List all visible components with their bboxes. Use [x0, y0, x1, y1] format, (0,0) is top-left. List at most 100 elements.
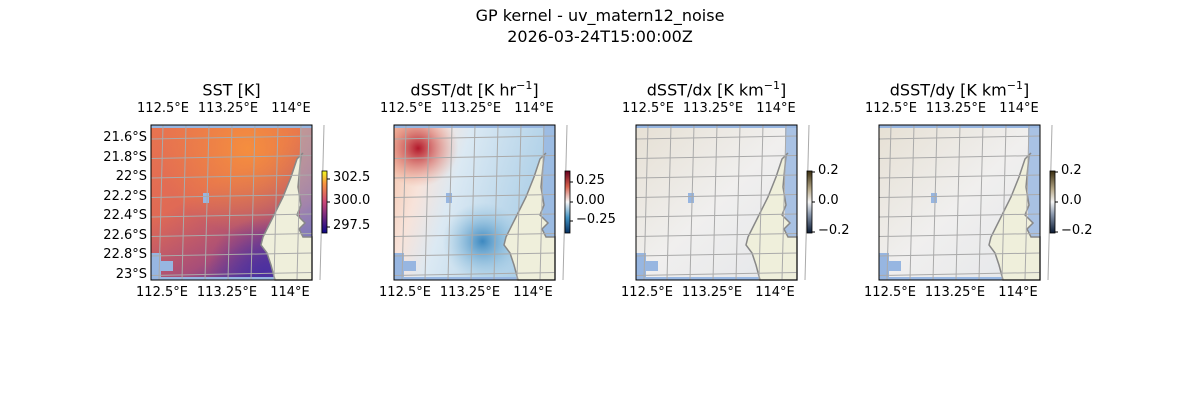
- masked-pixels: [1028, 125, 1040, 245]
- gridline-lat: [635, 252, 798, 257]
- gridline-lat: [878, 272, 1041, 276]
- lon-tick-top: 113.25°E: [197, 101, 259, 116]
- colorbar-tick-label: 297.5: [333, 218, 371, 233]
- masked-pixels: [646, 261, 658, 271]
- gridline-lon: [781, 124, 787, 281]
- masked-pixels: [394, 277, 555, 280]
- colorbar-tick-label: −0.2: [818, 223, 850, 238]
- masked-pixels: [688, 193, 694, 203]
- gridline-lat: [150, 174, 313, 179]
- gridline-lon: [296, 124, 302, 281]
- lat-tick: 22.4°S: [103, 208, 147, 223]
- lon-tick-bottom: 114°E: [755, 285, 795, 300]
- gridline-lat: [878, 174, 1041, 179]
- colorbar-tick-label: 0.25: [576, 173, 605, 188]
- gridline-lat: [878, 155, 1041, 159]
- figure-title: GP kernel - uv_matern12_noise: [475, 6, 725, 25]
- gridline-lon: [689, 124, 695, 281]
- gridline-lat: [635, 213, 798, 218]
- gridline-lat: [150, 213, 313, 218]
- figure-subtitle: 2026-03-24T15:00:00Z: [507, 27, 693, 46]
- gridline-lat: [635, 155, 798, 159]
- map-panel-3: [635, 124, 810, 281]
- colorbar-tick-label: −0.25: [576, 212, 616, 227]
- colorbar-tick-label: 0.0: [818, 193, 839, 208]
- gridline-lon: [401, 124, 407, 281]
- panel-title: dSST/dx [K km−1]: [597, 79, 837, 99]
- masked-pixels: [543, 125, 555, 245]
- panel-title-end: ]: [779, 80, 787, 100]
- gridline-lon: [424, 124, 430, 281]
- colorbar-tick-label: 0.0: [1061, 193, 1082, 208]
- gridline-lat: [635, 174, 798, 179]
- colorbar-tick-label: −0.2: [1061, 223, 1093, 238]
- masked-pixels: [879, 253, 889, 280]
- lon-tick-bottom: 113.25°E: [196, 285, 258, 300]
- lon-tick-top: 112.5°E: [380, 101, 432, 116]
- gridline-lat: [393, 174, 556, 179]
- gridline-lon: [158, 124, 164, 281]
- colorbar-4: [1049, 170, 1056, 234]
- gridline-lon: [1024, 124, 1030, 281]
- lat-tick: 22.2°S: [103, 188, 147, 204]
- gridline-lon: [204, 124, 210, 281]
- lat-tick: 22.6°S: [103, 227, 147, 243]
- colorbar-1: [321, 170, 328, 234]
- panel-title-text: SST [K]: [202, 80, 261, 100]
- masked-pixels: [636, 253, 646, 280]
- lon-tick-top: 113.25°E: [925, 101, 987, 116]
- masked-pixels: [785, 125, 797, 245]
- masked-pixels: [636, 277, 797, 280]
- panel-title: dSST/dt [K hr−1]: [355, 79, 595, 99]
- gridline-lon: [643, 124, 649, 281]
- colorbar-2: [564, 170, 571, 234]
- gridline-lon: [909, 124, 915, 281]
- panel-title-exponent: −1: [1006, 79, 1023, 92]
- lat-tick: 21.6°S: [103, 130, 147, 145]
- gridline-lat: [393, 155, 556, 159]
- gridline-lon: [539, 124, 545, 281]
- axes-frame: [150, 124, 313, 281]
- gridline-lat: [393, 194, 556, 198]
- map-panel-1: [150, 124, 325, 281]
- lon-tick-top: 112.5°E: [622, 101, 674, 116]
- masked-pixels: [394, 253, 404, 280]
- colorbar-tick-label: 0.2: [818, 163, 839, 178]
- gridline-lat: [635, 272, 798, 276]
- lon-tick-top: 114°E: [999, 101, 1039, 116]
- lat-tick: 22.8°S: [103, 247, 147, 262]
- colorbar-tick-label: 0.2: [1061, 163, 1082, 178]
- colorbar-tick-label: 302.5: [333, 170, 371, 185]
- lat-tick: 22°S: [115, 169, 147, 184]
- colorbar-3: [806, 170, 813, 234]
- gridline-lat: [393, 272, 556, 276]
- gridline-lat: [635, 233, 798, 237]
- gridline-lat: [635, 194, 798, 198]
- masked-pixels: [151, 277, 312, 280]
- gridline-lon: [181, 124, 187, 281]
- gridline-lon: [886, 124, 892, 281]
- gridline-lat: [393, 213, 556, 218]
- masked-pixels: [879, 277, 1040, 280]
- gridline-lon: [666, 124, 672, 281]
- gridline-lat: [878, 135, 1041, 140]
- gridline-lat: [635, 135, 798, 140]
- gridline-lat: [150, 194, 313, 198]
- gridline-lat: [878, 213, 1041, 218]
- lon-tick-bottom: 112.5°E: [621, 285, 673, 300]
- lon-tick-bottom: 112.5°E: [864, 285, 916, 300]
- masked-pixels: [151, 253, 161, 280]
- panel-title-exponent: −1: [763, 79, 780, 92]
- lon-tick-bottom: 114°E: [998, 285, 1038, 300]
- map-panel-2: [393, 124, 568, 281]
- lon-tick-top: 112.5°E: [137, 101, 189, 116]
- lon-tick-top: 114°E: [514, 101, 554, 116]
- panel-title-exponent: −1: [516, 79, 533, 92]
- gridline-lon: [447, 124, 453, 281]
- lon-tick-bottom: 114°E: [513, 285, 553, 300]
- lon-tick-bottom: 112.5°E: [136, 285, 188, 300]
- gridline-lat: [393, 233, 556, 237]
- axes-frame: [635, 124, 798, 281]
- gridline-lat: [150, 252, 313, 257]
